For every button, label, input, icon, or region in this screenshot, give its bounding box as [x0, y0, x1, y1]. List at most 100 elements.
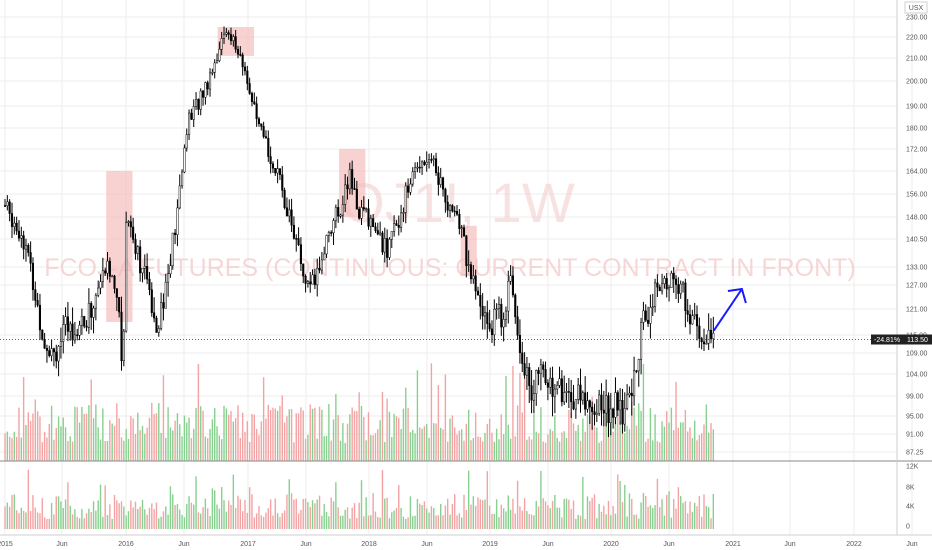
candle-body	[195, 99, 198, 107]
candle-body	[605, 395, 608, 414]
volume-pane-bar	[20, 507, 23, 529]
candle-body	[76, 334, 79, 337]
volume-bar	[195, 408, 197, 461]
volume-pane-bar	[258, 506, 260, 529]
volume-pane-bar	[50, 503, 53, 529]
candle-body	[330, 232, 333, 234]
volume-pane-bar	[617, 474, 619, 529]
volume-pane-bar	[703, 494, 705, 529]
volume-bar	[309, 404, 311, 461]
volume-bar	[304, 438, 307, 461]
volume-bar	[234, 418, 237, 461]
candle-body	[647, 319, 650, 324]
candle-body	[341, 204, 344, 216]
volume-pane	[4, 469, 715, 529]
candle-body	[323, 253, 326, 261]
volume-bar	[500, 414, 502, 461]
volume-bar	[670, 407, 673, 461]
watermark-symbol: OJ1!, 1W	[341, 171, 575, 234]
volume-bar	[102, 408, 104, 461]
volume-bar	[367, 412, 370, 461]
volume-pane-bar	[712, 493, 715, 529]
volume-pane-bar	[349, 518, 351, 529]
volume-bar	[60, 426, 62, 461]
volume-bar	[269, 410, 272, 461]
candle-body	[239, 54, 242, 56]
candle-body	[418, 166, 421, 169]
volume-bar	[412, 429, 414, 461]
volume-bar	[148, 417, 151, 461]
volume-pane-bar	[307, 502, 309, 529]
candle-body	[167, 273, 170, 283]
candle-body	[670, 272, 673, 288]
volume-bar	[628, 429, 631, 461]
volume-pane-bar	[288, 479, 290, 529]
volume-pane-bar	[193, 504, 195, 529]
candle-body	[435, 158, 438, 174]
volume-bar	[332, 419, 335, 461]
candle-body	[85, 325, 88, 328]
volume-bar	[321, 409, 323, 461]
candle-body	[577, 384, 580, 400]
candle-body	[374, 226, 377, 231]
candle-body	[549, 377, 552, 388]
candle-body	[199, 90, 202, 110]
volume-pane-bar	[179, 509, 181, 529]
current-change: -24.81%	[874, 337, 900, 344]
candle-body	[225, 32, 228, 35]
volume-pane-bar	[635, 514, 638, 529]
volume-bar	[202, 410, 204, 461]
volume-bar	[36, 411, 39, 461]
volume-bar	[288, 409, 290, 461]
candle-body	[153, 312, 156, 319]
volume-bar	[605, 413, 607, 461]
candle-body	[78, 324, 81, 336]
time-tick-label: Jun	[421, 541, 432, 548]
volume-bar	[673, 430, 675, 461]
volume-pane-bar	[379, 517, 381, 529]
volume-pane-bar	[360, 480, 363, 529]
volume-pane-bar	[337, 507, 339, 529]
volume-bar	[241, 412, 244, 461]
volume-pane-bar	[649, 505, 652, 529]
candle-body	[502, 319, 505, 328]
candle-body	[521, 352, 524, 364]
volume-pane-bar	[174, 504, 176, 529]
candle-body	[619, 400, 622, 411]
volume-pane-bar	[216, 504, 218, 529]
time-axis[interactable]: 2015 Jun 2016 Jun 2017 Jun 2018 Jun 2019 Jun 2020 J…	[0, 534, 932, 548]
volume-bar	[661, 421, 663, 461]
candle-body	[542, 364, 545, 370]
candle-body	[644, 310, 647, 321]
volume-bar	[428, 437, 430, 461]
volume-pane-bar	[188, 496, 190, 529]
candle-body	[535, 370, 538, 394]
volume-pane-bar	[628, 493, 631, 529]
volume-pane-bar	[477, 497, 479, 529]
candle-body	[299, 244, 302, 265]
volume-pane-bar	[666, 494, 668, 529]
volume-bar	[351, 407, 353, 461]
candle-body	[705, 343, 708, 345]
candle-body	[651, 306, 654, 308]
volume-bar	[530, 439, 533, 461]
volume-bar	[472, 438, 475, 461]
volume-pane-bar	[400, 507, 402, 529]
volume-pane-bar	[456, 515, 458, 529]
volume-axis[interactable]: 0 4K 8K 12K	[906, 464, 919, 531]
candle-body	[469, 264, 473, 280]
candle-body	[537, 370, 540, 374]
candle-body	[157, 328, 160, 333]
volume-pane-bar	[680, 496, 682, 529]
volume-bar	[463, 440, 465, 461]
volume-bar	[589, 416, 591, 461]
current-price-box	[871, 334, 932, 345]
candle-body	[311, 274, 314, 285]
candle-body	[574, 399, 577, 410]
volume-bar	[370, 435, 372, 461]
candle-body	[518, 335, 521, 354]
candle-body	[365, 208, 368, 210]
volume-pane-bar	[356, 518, 358, 529]
price-tick-label: 156.00	[906, 192, 928, 199]
